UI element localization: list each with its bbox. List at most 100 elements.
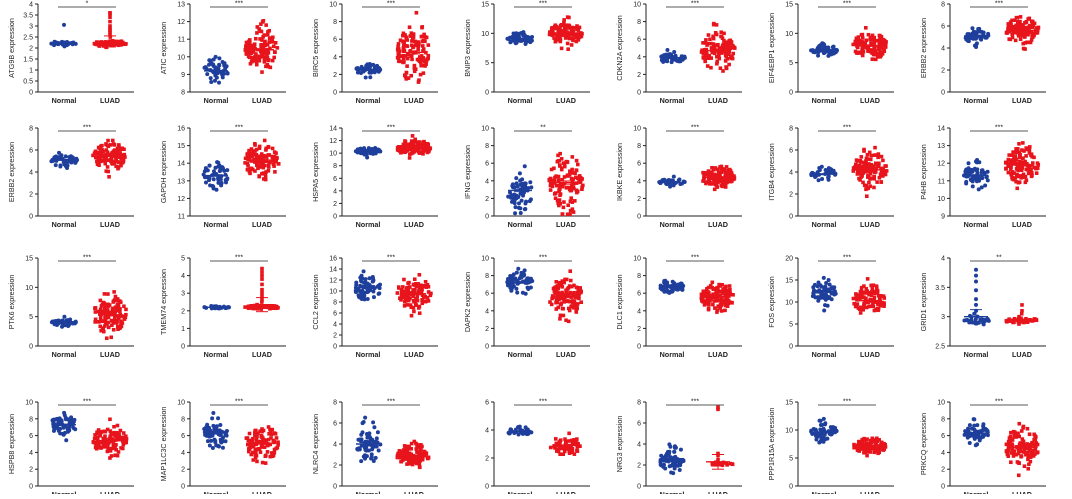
significance-label: *** [539,399,547,406]
data-point-luad [413,66,417,70]
data-point-luad [869,284,873,288]
data-point-luad [260,172,264,176]
data-point-luad [564,318,568,322]
data-point-luad [882,41,886,45]
y-axis-label: ERBB2 expression [919,18,928,78]
data-point-luad [860,48,864,52]
data-point-luad [111,139,115,143]
data-point-luad [861,36,865,40]
data-point-luad [101,430,105,434]
data-point-luad [575,191,579,195]
data-point-luad [416,283,420,287]
data-point-luad [861,308,865,312]
data-point-luad [563,278,567,282]
data-point-luad [413,69,417,73]
data-point-normal [672,450,676,454]
data-point-luad [566,15,570,19]
data-point-luad [720,283,724,287]
significance-label: *** [387,399,395,406]
data-point-normal [377,66,381,70]
y-axis-label: DLC1 expression [615,274,624,329]
data-point-luad [118,151,122,155]
significance-label: *** [235,1,243,8]
data-point-luad [415,11,419,15]
data-point-luad [882,294,886,298]
data-point-luad [260,283,264,287]
y-tick-label: 9 [181,72,185,79]
data-point-luad [112,142,116,146]
data-point-luad [721,289,725,293]
data-point-luad [551,33,555,37]
data-point-luad [113,298,117,302]
data-point-luad [244,46,248,50]
significance-label: *** [843,1,851,8]
data-point-luad [708,37,712,41]
y-tick-label: 8 [637,273,641,280]
data-point-normal [375,445,379,449]
data-point-normal [518,206,522,210]
data-point-normal [368,62,372,66]
data-point-luad [406,44,410,48]
data-point-luad [418,273,422,277]
data-point-luad [412,440,416,444]
data-point-luad [724,298,728,302]
data-point-luad [412,310,416,314]
data-point-luad [881,52,885,56]
data-point-luad [873,309,877,313]
data-point-normal [364,277,368,281]
data-point-luad [873,41,877,45]
data-point-luad [267,432,271,436]
data-point-luad [554,437,558,441]
data-point-luad [411,46,415,50]
y-tick-label: 2 [181,467,185,474]
data-point-luad [867,305,871,309]
data-point-luad [267,145,271,149]
data-point-normal [974,297,978,301]
data-point-luad [260,277,264,281]
data-point-luad [556,160,560,164]
data-point-luad [1019,23,1023,27]
data-point-luad [421,40,425,44]
data-point-luad [715,286,719,290]
data-point-luad [561,307,565,311]
data-point-normal [983,183,987,187]
y-tick-label: 5 [789,456,793,463]
data-point-luad [874,49,878,53]
data-point-luad [273,448,277,452]
data-point-normal [369,71,373,75]
data-point-normal [72,418,76,422]
data-point-normal [974,45,978,49]
y-tick-label: 14 [937,126,945,133]
data-point-normal [363,453,367,457]
data-point-luad [267,425,271,429]
data-point-luad [1015,158,1019,162]
y-tick-label: 2 [485,326,489,333]
y-tick-label: 3 [941,314,945,321]
data-point-luad [1033,166,1037,170]
data-point-luad [1011,36,1015,40]
data-point-luad [560,47,564,51]
data-point-luad [401,40,405,44]
data-point-normal [673,444,677,448]
y-tick-label: 0 [789,484,793,491]
data-point-luad [1022,47,1026,51]
data-point-luad [854,50,858,54]
data-point-normal [211,411,215,415]
data-point-luad [274,41,278,45]
data-point-luad [396,454,400,458]
data-point-luad [262,56,266,60]
data-point-luad [558,193,562,197]
y-tick-label: 2 [637,463,641,470]
y-axis-label: ERBB2 expression [7,142,16,202]
data-point-luad [871,57,875,61]
data-point-luad [95,160,99,164]
data-point-luad [253,431,257,435]
data-point-luad [115,431,119,435]
data-point-luad [865,454,869,458]
data-point-normal [982,322,986,326]
data-point-luad [549,177,553,181]
y-tick-label: 8 [485,143,489,150]
